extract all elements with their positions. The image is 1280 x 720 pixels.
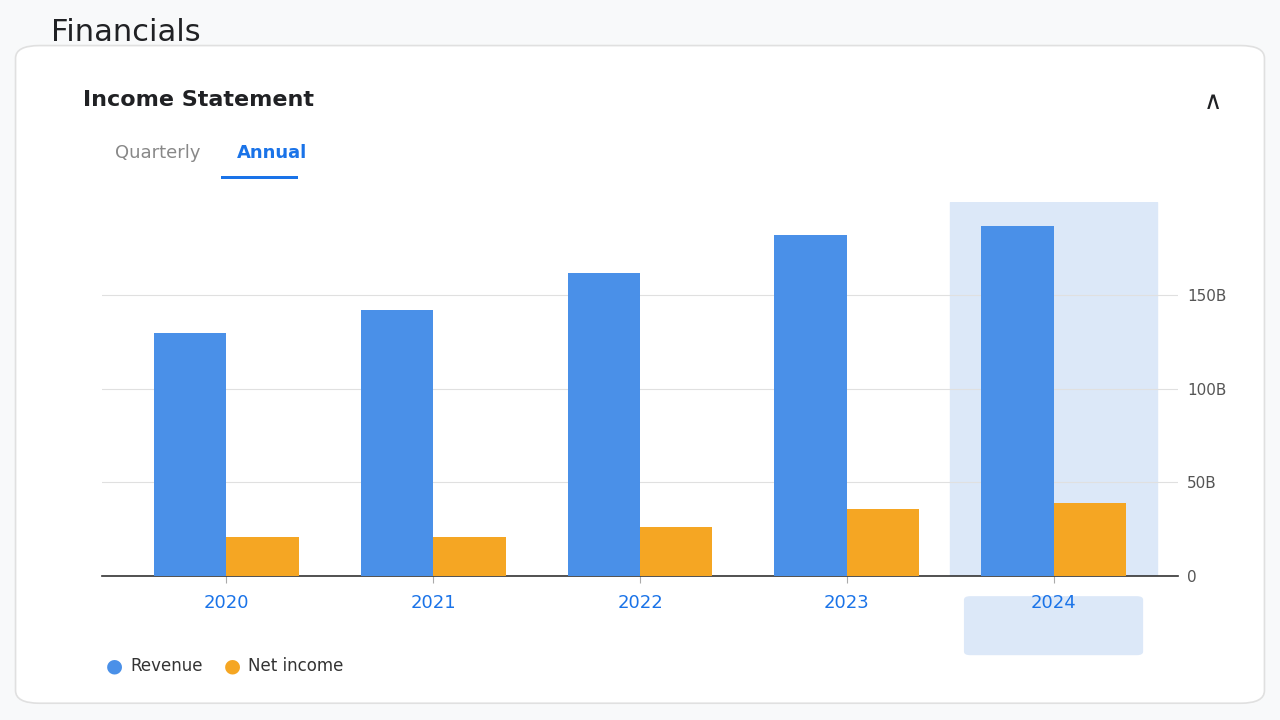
Text: Income Statement: Income Statement	[83, 90, 314, 110]
Bar	[774, 235, 847, 576]
Bar	[847, 508, 919, 576]
Text: Annual: Annual	[237, 144, 307, 162]
Bar	[950, 202, 1157, 576]
Bar	[227, 536, 298, 576]
Bar	[433, 536, 506, 576]
Bar	[154, 333, 227, 576]
Text: ●: ●	[106, 657, 123, 675]
Text: 2021: 2021	[411, 594, 456, 612]
Bar	[1053, 503, 1126, 576]
Text: ∧: ∧	[1204, 90, 1222, 114]
Bar	[640, 527, 713, 576]
FancyBboxPatch shape	[15, 45, 1265, 703]
Text: Net income: Net income	[248, 657, 344, 675]
Bar	[361, 310, 433, 576]
Text: Revenue: Revenue	[131, 657, 204, 675]
Text: 2024: 2024	[1030, 594, 1076, 612]
Text: 2020: 2020	[204, 594, 250, 612]
Bar	[982, 226, 1053, 576]
Text: Financials: Financials	[51, 18, 201, 47]
Text: Quarterly: Quarterly	[115, 144, 201, 162]
Bar	[567, 273, 640, 576]
Text: ●: ●	[224, 657, 241, 675]
Text: 2022: 2022	[617, 594, 663, 612]
Text: 2023: 2023	[824, 594, 869, 612]
